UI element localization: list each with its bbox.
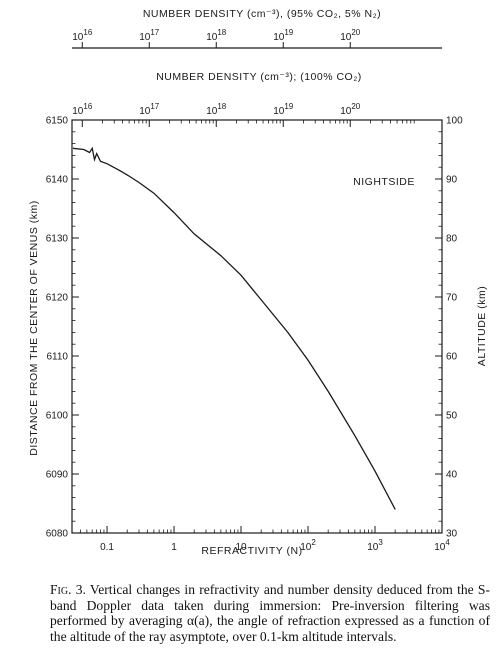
nightside-label: NIGHTSIDE <box>353 176 415 188</box>
x-tick-label: 10 <box>235 542 247 553</box>
top-outer-tick-label: 1019 <box>273 28 294 43</box>
y-axis-title: DISTANCE FROM THE CENTER OF VENUS (km) <box>28 200 40 455</box>
top-outer-tick-label: 1018 <box>206 28 227 43</box>
x-tick-label: 1 <box>171 542 177 553</box>
x-axis-title: REFRACTIVITY (N) <box>201 545 302 557</box>
top-inner-tick-label: 1017 <box>139 102 160 117</box>
top-inner-tick-label: 1020 <box>340 102 361 117</box>
top-outer-tick-label: 1016 <box>72 28 93 43</box>
figure-caption: Fig. 3. Vertical changes in refractivity… <box>50 582 490 644</box>
y-tick-label: 6100 <box>46 411 69 422</box>
top-inner-tick-label: 1016 <box>72 102 93 117</box>
refractivity-profile-line <box>72 146 396 510</box>
y-tick-label: 6110 <box>46 352 68 363</box>
y2-tick-label: 40 <box>446 470 458 481</box>
x-tick-label: 102 <box>300 538 316 553</box>
top-outer-axis-ticks: 1016 1017 1018 1019 1020 <box>72 28 361 48</box>
y2-tick-label: 90 <box>446 175 458 186</box>
y2-tick-label: 100 <box>446 116 463 127</box>
y-tick-label: 6150 <box>46 116 69 127</box>
top-outer-axis: NUMBER DENSITY (cm⁻³), (95% CO₂, 5% N₂) … <box>72 8 442 49</box>
top-inner-tick-label: 1018 <box>206 102 227 117</box>
y2-tick-label: 80 <box>446 234 458 245</box>
top-inner-axis-title: NUMBER DENSITY (cm⁻³); (100% CO₂) <box>156 71 362 83</box>
caption-label: Fig. 3. <box>50 582 86 597</box>
x-tick-label: 104 <box>434 538 450 553</box>
y-tick-label: 6140 <box>46 175 69 186</box>
top-outer-axis-title: NUMBER DENSITY (cm⁻³), (95% CO₂, 5% N₂) <box>143 8 381 20</box>
y2-tick-label: 50 <box>446 411 458 422</box>
x-tick-label: 0.1 <box>100 542 114 553</box>
y-tick-label: 6080 <box>46 529 69 540</box>
y2-tick-label: 30 <box>446 529 458 540</box>
y2-tick-label: 70 <box>446 293 458 304</box>
top-outer-tick-label: 1017 <box>139 28 160 43</box>
y-tick-label: 6130 <box>46 234 69 245</box>
x-tick-label: 103 <box>367 538 383 553</box>
top-outer-tick-label: 1020 <box>340 28 361 43</box>
top-inner-tick-label: 1019 <box>273 102 294 117</box>
y2-axis-title: ALTITUDE (km) <box>476 286 488 366</box>
caption-text: Vertical changes in refractivity and num… <box>50 582 490 644</box>
plot-frame <box>71 119 443 534</box>
y-tick-label: 6120 <box>46 293 69 304</box>
y2-tick-label: 60 <box>446 352 458 363</box>
y-tick-label: 6090 <box>46 470 69 481</box>
